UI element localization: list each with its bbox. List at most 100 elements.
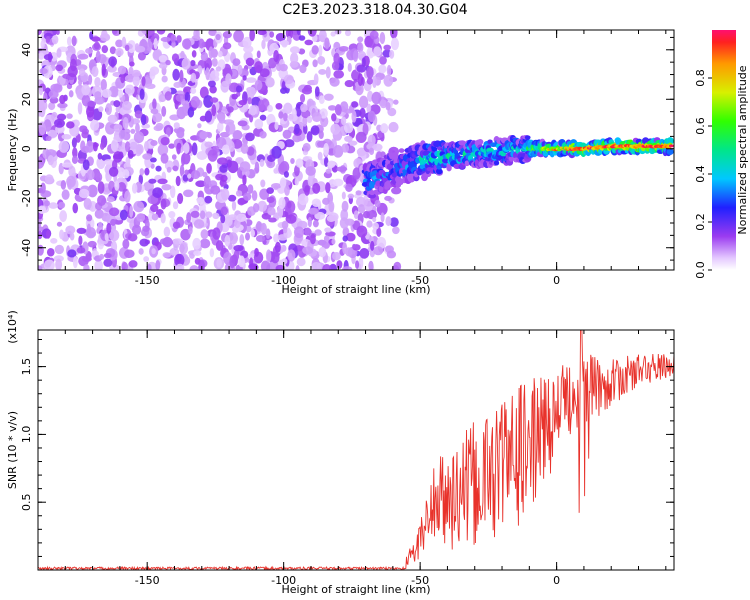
spectrogram-cell: [307, 174, 313, 187]
spectrogram-cell: [352, 50, 359, 62]
x-tick-label: -100: [271, 274, 296, 287]
spectrogram-cell: [176, 128, 185, 139]
spectrogram-cell: [189, 265, 199, 270]
spectrogram-cell: [233, 30, 244, 43]
spectrogram-cell: [196, 151, 208, 160]
spectrogram-cell: [311, 111, 322, 123]
spectrogram-cell: [164, 160, 174, 171]
spectrogram-cell: [281, 220, 289, 230]
spectrogram-cell: [85, 47, 94, 54]
spectrogram-cell: [292, 134, 302, 143]
spectrogram-cell: [122, 116, 129, 130]
spectrogram-cell: [174, 253, 185, 267]
spectrogram-cell: [118, 151, 124, 160]
spectrogram-cell: [168, 211, 176, 219]
spectrogram-cell: [351, 101, 359, 108]
spectrogram-cell: [160, 198, 167, 210]
spectrogram-cell: [220, 174, 228, 182]
spectrogram-cell: [150, 140, 158, 146]
spectrogram-cell: [72, 256, 78, 269]
spectrogram-cell: [248, 105, 257, 116]
spectrogram-cell: [117, 65, 127, 75]
spectrogram-cell: [317, 151, 323, 161]
spectrogram-cell: [216, 157, 228, 165]
spectrogram-cell: [245, 77, 257, 83]
spectrogram-cell: [91, 36, 101, 42]
spectrogram-cell: [220, 188, 230, 201]
spectrogram-cell: [323, 142, 330, 156]
spectrogram-cell: [195, 30, 200, 40]
spectrogram-cell: [228, 232, 239, 245]
spectrogram-cell: [172, 201, 179, 210]
spectrogram-cell: [122, 239, 130, 249]
spectrogram-cell: [173, 81, 182, 89]
spectrogram-cell: [257, 200, 268, 212]
spectrogram-cell: [108, 166, 119, 177]
spectrogram-cell: [312, 182, 321, 194]
spectrogram-cell: [366, 209, 378, 220]
spectrogram-cell: [327, 160, 336, 169]
spectrogram-cell: [477, 139, 484, 145]
spectrogram-cell: [310, 125, 320, 136]
spectrogram-cell: [152, 187, 163, 198]
spectrogram-cell: [152, 98, 157, 110]
spectrogram-cell: [60, 179, 67, 190]
spectrogram-cell: [171, 154, 177, 160]
spectrogram-cell: [220, 206, 229, 216]
spectrogram-cell: [232, 130, 243, 141]
spectrogram-cell: [162, 252, 172, 258]
spectrogram-cell: [39, 67, 48, 75]
spectrogram-cell: [222, 42, 232, 50]
spectrogram-cell: [203, 95, 214, 108]
spectrogram-cell: [266, 104, 273, 113]
spectrogram-cell: [155, 259, 161, 270]
spectrogram-frame: [37, 29, 675, 271]
spectrogram-cell: [45, 149, 57, 158]
snr-y-axis-label: SNR (10 * v/v): [6, 411, 19, 489]
spectrogram-cell: [329, 77, 340, 87]
spectrogram-cell: [191, 142, 198, 156]
spectrogram-cell: [109, 46, 116, 55]
spectrogram-cell: [101, 45, 109, 54]
spectrogram-cell: [109, 229, 120, 242]
spectrogram-cell: [142, 225, 150, 232]
spectrogram-cell: [57, 131, 65, 142]
spectrogram-cell: [99, 253, 105, 260]
spectrogram-cell: [284, 139, 295, 148]
spectrogram-cell: [280, 87, 288, 94]
spectrogram-cell: [86, 214, 93, 222]
spectrogram-cell: [124, 84, 135, 96]
spectrogram-cell: [245, 132, 255, 142]
spectrogram-cell: [94, 76, 101, 87]
spectrogram-cell: [115, 106, 121, 113]
spectrogram-y-ticks: -40 -20 0 20 40: [20, 36, 674, 261]
spectrogram-cell: [197, 123, 202, 129]
spectrogram-cell: [95, 172, 103, 183]
colorbar-tick-label: 0.2: [694, 213, 707, 231]
spectrogram-cell: [372, 216, 377, 223]
spectrogram-cell: [160, 36, 171, 43]
spectrogram-cell: [233, 244, 244, 252]
spectrogram-cell: [78, 68, 86, 77]
spectrogram-cell: [88, 74, 93, 85]
spectrogram-cell: [87, 100, 97, 107]
spectrogram-cell: [281, 258, 288, 265]
spectrogram-cell: [54, 118, 65, 128]
spectrogram-cell: [114, 47, 124, 57]
spectrogram-cell: [307, 216, 312, 228]
spectrogram-cell: [172, 68, 180, 81]
spectrogram-cell: [345, 183, 353, 193]
spectrogram-cell: [115, 39, 124, 48]
spectrogram-cell: [336, 166, 348, 172]
spectrogram-cell: [344, 79, 354, 88]
spectrogram-cell: [93, 41, 100, 50]
spectrogram-cell: [216, 258, 222, 268]
spectrogram-cell: [361, 57, 366, 68]
spectrogram-cell: [208, 30, 217, 36]
spectrogram-cell: [101, 88, 112, 98]
spectrogram-cell: [357, 73, 364, 87]
spectrogram-cell: [171, 41, 176, 48]
spectrogram-cell: [184, 169, 189, 176]
spectrogram-cell: [311, 262, 322, 270]
